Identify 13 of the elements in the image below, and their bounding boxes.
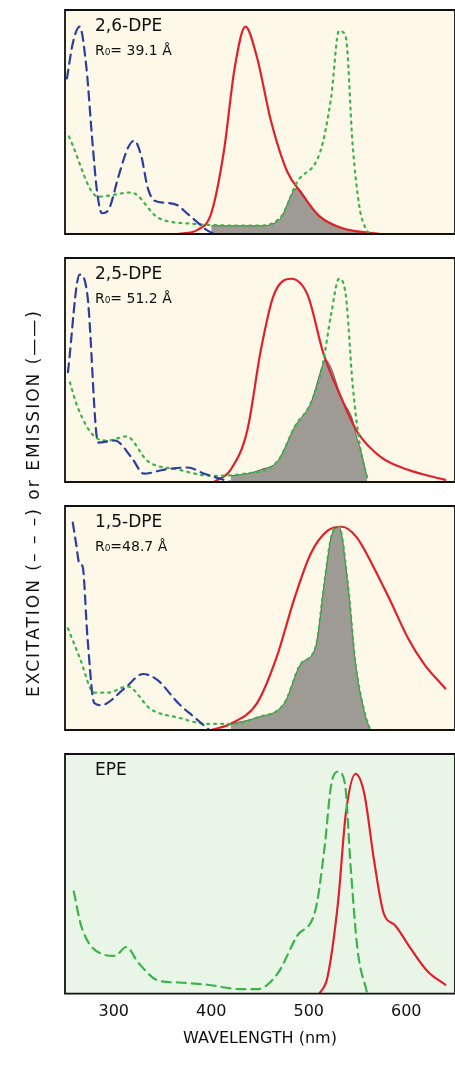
x-tick-label: 300 bbox=[98, 1001, 130, 1021]
annotation: R₀=48.7 Å bbox=[95, 537, 168, 554]
annotation: R₀= 39.1 Å bbox=[95, 41, 173, 58]
x-axis-title: WAVELENGTH (nm) bbox=[183, 1027, 337, 1047]
x-tick-label: 500 bbox=[293, 1001, 325, 1021]
annotation: 1,5-DPE bbox=[95, 510, 163, 531]
annotation: R₀= 51.2 Å bbox=[95, 289, 173, 306]
annotation: 2,5-DPE bbox=[95, 262, 163, 283]
y-axis-title: EXCITATION (– – –) or EMISSION (——) bbox=[23, 309, 43, 697]
x-tick-label: 400 bbox=[195, 1001, 227, 1021]
x-tick-label: 600 bbox=[390, 1001, 422, 1021]
annotation: 2,6-DPE bbox=[95, 14, 163, 35]
annotation: EPE bbox=[95, 758, 127, 779]
